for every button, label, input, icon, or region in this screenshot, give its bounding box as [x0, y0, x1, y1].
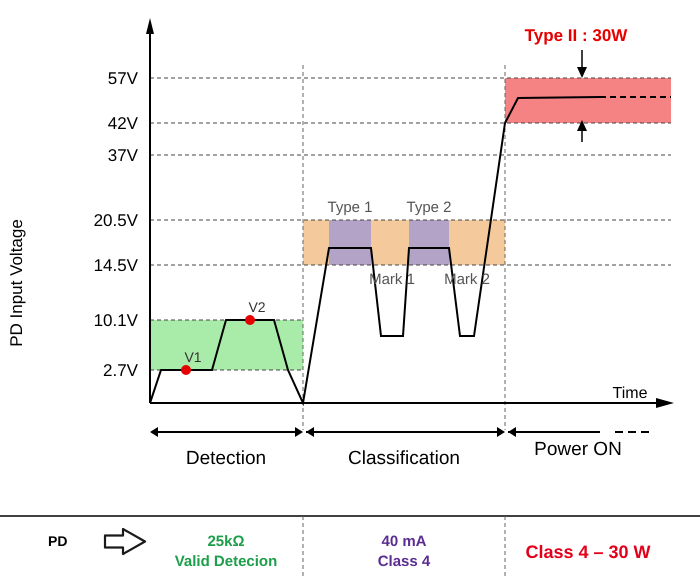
- svg-text:Power ON: Power ON: [534, 439, 622, 460]
- svg-text:57V: 57V: [108, 69, 139, 88]
- svg-text:Type 2: Type 2: [406, 199, 451, 216]
- svg-text:Time: Time: [613, 385, 648, 402]
- svg-text:40 mA: 40 mA: [381, 533, 426, 550]
- svg-text:V1: V1: [184, 349, 201, 365]
- svg-text:Class 4 – 30 W: Class 4 – 30 W: [525, 542, 650, 562]
- svg-text:10.1V: 10.1V: [94, 311, 139, 330]
- svg-text:Mark 2: Mark 2: [444, 271, 490, 288]
- svg-text:25kΩ: 25kΩ: [207, 533, 244, 550]
- svg-text:Detection: Detection: [186, 448, 266, 469]
- svg-text:42V: 42V: [108, 114, 139, 133]
- svg-text:Mark 1: Mark 1: [369, 271, 415, 288]
- svg-text:Type II : 30W: Type II : 30W: [525, 26, 629, 45]
- svg-text:Valid Detecion: Valid Detecion: [175, 553, 278, 570]
- svg-text:20.5V: 20.5V: [94, 211, 139, 230]
- svg-text:Type 1: Type 1: [327, 199, 372, 216]
- svg-text:PD Input Voltage: PD Input Voltage: [7, 219, 26, 347]
- svg-text:PD: PD: [48, 533, 67, 549]
- svg-text:14.5V: 14.5V: [94, 256, 139, 275]
- svg-text:Class 4: Class 4: [378, 553, 431, 570]
- svg-text:37V: 37V: [108, 146, 139, 165]
- svg-text:2.7V: 2.7V: [103, 361, 139, 380]
- svg-text:V2: V2: [248, 299, 265, 315]
- svg-text:Classification: Classification: [348, 448, 460, 469]
